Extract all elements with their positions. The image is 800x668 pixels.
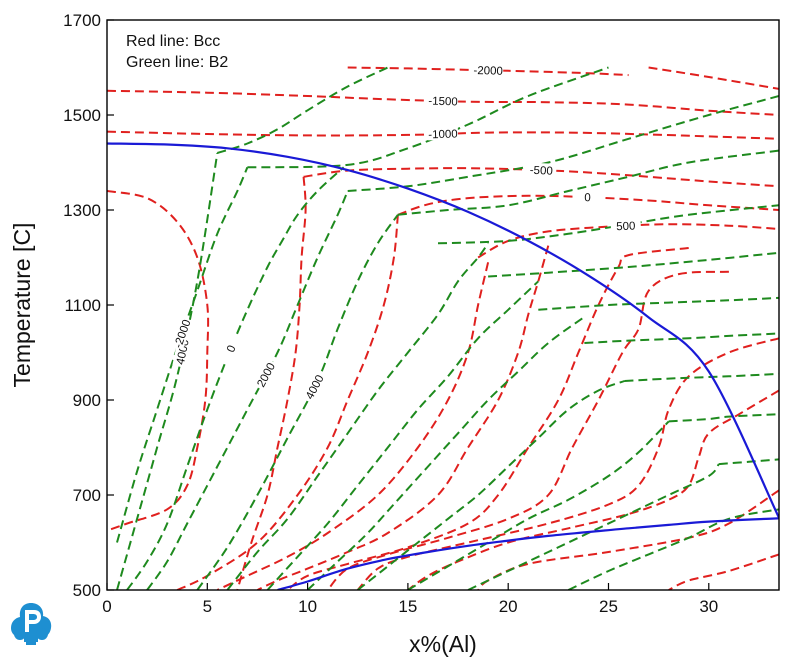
contour-label: 500	[616, 221, 636, 234]
contour-label: -1000	[428, 128, 458, 141]
contour-label-background	[427, 93, 459, 108]
contour-label-background	[572, 189, 603, 204]
contour-label: -500	[529, 165, 553, 178]
bcc-contour-line	[668, 553, 779, 590]
b2-contour-line	[306, 316, 585, 590]
bcc-contour-line	[107, 190, 210, 532]
contour-label: -2000	[473, 65, 503, 78]
phase-boundary-line	[277, 517, 779, 590]
contour-label: 0	[225, 344, 239, 355]
x-tick-label: 0	[102, 597, 111, 616]
b2-contour-line	[407, 420, 670, 590]
contour-label-background	[252, 358, 279, 391]
x-tick-label: 20	[499, 597, 518, 616]
legend-entry-bcc: Red line: Bcc	[126, 33, 220, 50]
bcc-contour-line	[397, 194, 779, 216]
bcc-contour-line	[107, 89, 779, 116]
b2-contour-line	[488, 251, 779, 278]
y-tick-label: 1500	[63, 106, 101, 125]
b2-contour-line	[437, 204, 779, 245]
bcc-contour-line	[107, 130, 779, 140]
b2-contour-line	[266, 280, 539, 590]
bcc-contour-line	[216, 262, 490, 590]
legend-entry-b2: Green line: B2	[126, 54, 228, 71]
bcc-contour-line	[326, 270, 729, 590]
b2-contour-line	[467, 463, 720, 590]
b2-contour-line	[357, 380, 625, 590]
legend: Red line: Bcc Green line: B2	[126, 33, 228, 71]
y-axis-title: Temperature [C]	[9, 223, 35, 388]
bcc-contour-line	[477, 489, 779, 590]
b2-contour-line	[567, 508, 779, 590]
x-axis-title: x%(Al)	[409, 631, 477, 657]
y-tick-label: 900	[73, 391, 101, 410]
b2-contour-line	[397, 149, 779, 216]
contour-label-background	[218, 332, 243, 365]
b2-contour-line	[216, 66, 389, 154]
contour-label: -1500	[428, 96, 458, 109]
bcc-contour-line	[236, 176, 307, 590]
b2-contour-line	[196, 214, 399, 590]
x-tick-label: 5	[203, 597, 212, 616]
b2-contour-line	[116, 152, 219, 590]
bcc-contour-line	[176, 214, 399, 590]
x-tick-label: 30	[699, 597, 718, 616]
b2-contour-line	[584, 332, 779, 344]
curves-layer	[107, 66, 779, 590]
contour-label: 0	[584, 192, 591, 204]
contour-label-background	[610, 218, 642, 233]
b2-contour-line	[226, 242, 489, 590]
y-tick-label: 500	[73, 581, 101, 600]
contour-label-background	[170, 317, 193, 350]
bcc-contour-line	[648, 66, 779, 90]
b2-contour-line	[116, 166, 249, 543]
contour-label: 4000	[304, 373, 327, 401]
x-tick-label: 15	[398, 597, 417, 616]
contour-label-background	[473, 63, 504, 77]
bcc-contour-line	[256, 245, 550, 590]
x-tick-label: 10	[298, 597, 317, 616]
b2-contour-line	[718, 458, 779, 466]
b2-contour-line	[624, 372, 779, 382]
bcc-contour-line	[407, 389, 779, 590]
b2-contour-line	[126, 166, 345, 590]
contour-label: 2000	[255, 361, 278, 389]
x-tick-label: 25	[599, 597, 618, 616]
b2-contour-line	[538, 296, 779, 311]
contour-label-background	[301, 370, 327, 403]
phase-boundary-line	[107, 142, 779, 519]
bcc-contour-line	[347, 66, 629, 77]
b2-contour-line	[247, 66, 609, 169]
bcc-contour-line	[356, 337, 779, 590]
b2-contour-line	[668, 413, 779, 423]
y-tick-label: 1300	[63, 201, 101, 220]
y-axis-ticks: 500 700 900 1100 1300 1500 1700	[63, 11, 114, 600]
y-tick-label: 1100	[64, 296, 101, 315]
x-axis-ticks: 0 5 10 15 20 25 30	[102, 583, 718, 616]
contour-label-background	[427, 126, 459, 141]
b2-contour-line	[347, 95, 779, 192]
contour-label-background	[526, 162, 557, 177]
company-logo-icon	[11, 603, 52, 645]
y-tick-label: 1700	[63, 11, 101, 30]
y-tick-label: 700	[73, 486, 101, 505]
